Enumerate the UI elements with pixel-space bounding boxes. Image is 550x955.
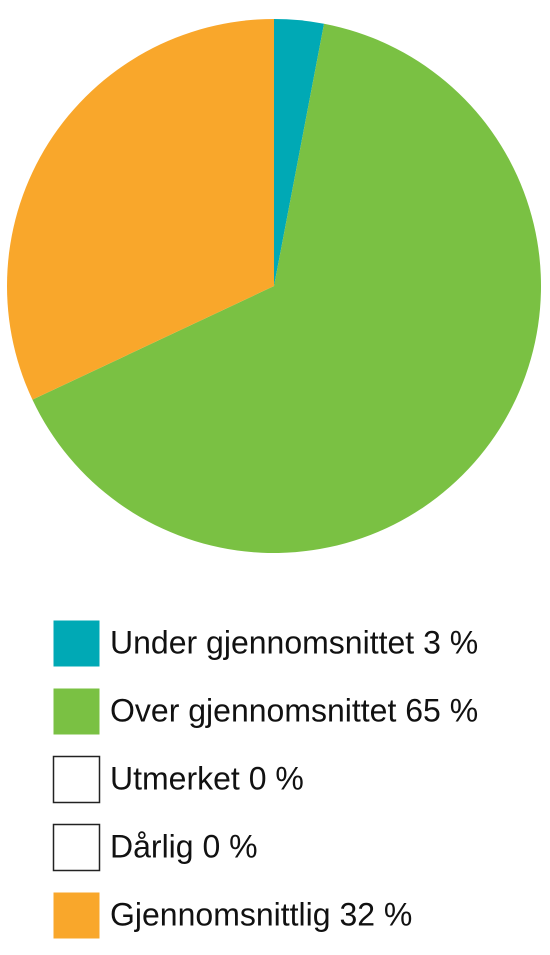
pie-slice (274, 19, 325, 286)
legend-swatch (53, 688, 100, 735)
legend-label: Gjennomsnittlig 32 % (110, 896, 412, 932)
legend-swatch (53, 892, 100, 939)
legend-label: Dårlig 0 % (110, 828, 258, 864)
legend-label: Over gjennomsnittet 65 % (110, 692, 478, 728)
legend-swatch (53, 620, 100, 667)
legend-label: Under gjennomsnittet 3 % (110, 624, 478, 660)
legend-swatch (52, 823, 101, 872)
pie-slice (32, 23, 541, 553)
legend-label: Utmerket 0 % (110, 760, 304, 796)
pie-slice (6, 19, 275, 400)
legend-swatch (52, 755, 101, 804)
